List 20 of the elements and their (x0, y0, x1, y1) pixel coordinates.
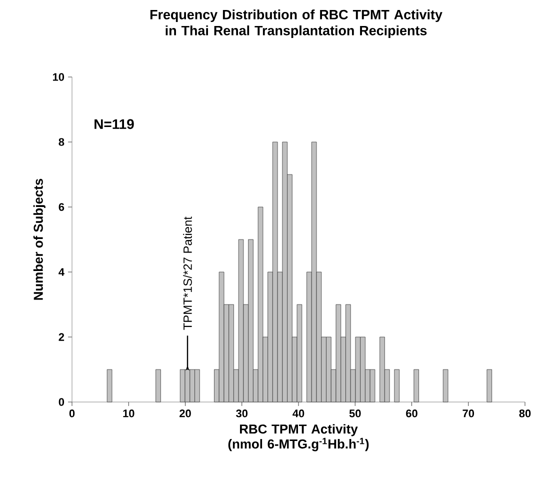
y-axis-title: Number of Subjects (33, 178, 46, 300)
chart-title: Frequency Distribution of RBC TPMT Activity in Thai Renal Transplantation Recipients (150, 10, 442, 38)
x-tick-label: 0 (69, 410, 75, 418)
y-tick-label: 4 (58, 268, 64, 276)
x-tick-label: 80 (519, 410, 531, 418)
x-tick-label: 40 (292, 410, 304, 418)
x-tick-label: 10 (123, 410, 134, 418)
x-tick-label: 70 (462, 410, 474, 418)
x-tick-label: 50 (349, 410, 361, 418)
y-tick-label: 8 (58, 138, 64, 146)
y-tick-label: 6 (58, 203, 64, 211)
y-tick-label: 0 (58, 398, 64, 406)
x-axis-title: RBC TPMT Activity (nmol 6-MTG.g$^{-1}$Hb.h$^{-1}$) (228, 424, 369, 452)
y-tick-label: 2 (58, 333, 64, 341)
x-tick-label: 30 (236, 410, 248, 418)
annotation: TPMT*1S/*27 Patient (183, 216, 192, 330)
x-tick-label: 20 (180, 410, 191, 418)
annotation: N=119 (94, 119, 134, 130)
y-tick-label: 10 (52, 73, 64, 81)
x-tick-label: 60 (406, 410, 418, 418)
